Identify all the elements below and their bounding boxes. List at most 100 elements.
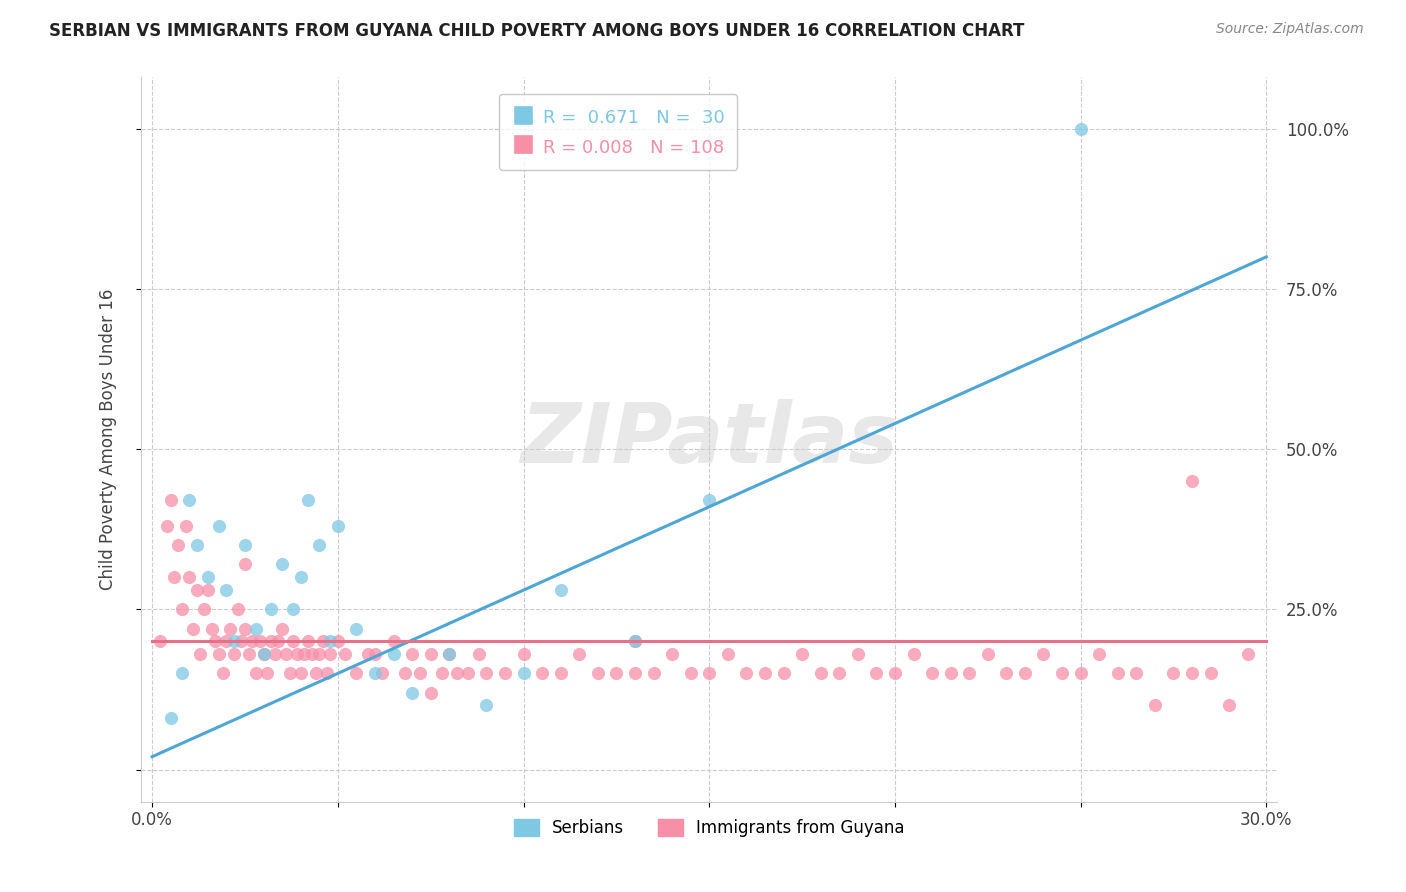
Point: [167, 538, 190, 552]
Point: [181, 622, 204, 636]
Point: [304, 666, 326, 681]
Point: [475, 666, 498, 681]
Point: [1181, 666, 1204, 681]
Point: [256, 666, 278, 681]
Point: [1143, 698, 1166, 713]
Point: [1199, 666, 1222, 681]
Point: [233, 558, 256, 572]
Point: [197, 570, 219, 584]
Point: [364, 666, 387, 681]
Point: [233, 622, 256, 636]
Point: [283, 602, 305, 616]
Point: [364, 647, 387, 661]
Point: [231, 634, 253, 648]
Point: [274, 647, 297, 661]
Point: [260, 634, 283, 648]
Text: ZIPatlas: ZIPatlas: [520, 399, 898, 480]
Point: [419, 647, 441, 661]
Point: [242, 634, 264, 648]
Point: [957, 666, 980, 681]
Point: [170, 666, 193, 681]
Point: [312, 634, 335, 648]
Point: [252, 647, 274, 661]
Point: [193, 602, 215, 616]
Point: [586, 666, 609, 681]
Point: [977, 647, 1000, 661]
Point: [319, 634, 342, 648]
Point: [260, 602, 283, 616]
Point: [624, 634, 647, 648]
Point: [1070, 666, 1092, 681]
Point: [865, 666, 887, 681]
Point: [810, 666, 832, 681]
Point: [1236, 647, 1258, 661]
Point: [285, 647, 308, 661]
Point: [233, 538, 256, 552]
Text: SERBIAN VS IMMIGRANTS FROM GUYANA CHILD POVERTY AMONG BOYS UNDER 16 CORRELATION : SERBIAN VS IMMIGRANTS FROM GUYANA CHILD …: [49, 22, 1025, 40]
Point: [1050, 666, 1073, 681]
Point: [226, 602, 249, 616]
Point: [292, 647, 315, 661]
Point: [271, 622, 294, 636]
Point: [174, 519, 197, 533]
Point: [308, 647, 330, 661]
Point: [419, 685, 441, 699]
Point: [290, 570, 312, 584]
Point: [939, 666, 962, 681]
Point: [439, 647, 461, 661]
Point: [468, 647, 491, 661]
Point: [344, 622, 367, 636]
Point: [148, 634, 170, 648]
Point: [267, 634, 290, 648]
Point: [1163, 666, 1185, 681]
Point: [159, 493, 181, 508]
Point: [245, 666, 267, 681]
Point: [186, 583, 208, 598]
Point: [170, 602, 193, 616]
Point: [1181, 474, 1204, 488]
Point: [408, 666, 430, 681]
Point: [245, 622, 267, 636]
Point: [186, 538, 208, 552]
Legend: Serbians, Immigrants from Guyana: Serbians, Immigrants from Guyana: [508, 813, 911, 844]
Point: [772, 666, 794, 681]
Point: [643, 666, 665, 681]
Point: [382, 634, 405, 648]
Point: [512, 647, 534, 661]
Point: [326, 519, 349, 533]
Point: [717, 647, 740, 661]
Point: [179, 570, 201, 584]
Point: [624, 666, 647, 681]
Point: [494, 666, 516, 681]
Point: [219, 622, 242, 636]
Point: [401, 647, 423, 661]
Point: [1218, 698, 1240, 713]
Point: [283, 634, 305, 648]
Point: [679, 666, 702, 681]
Point: [735, 666, 758, 681]
Point: [301, 647, 323, 661]
Point: [263, 647, 285, 661]
Point: [1088, 647, 1111, 661]
Point: [382, 647, 405, 661]
Point: [1032, 647, 1054, 661]
Y-axis label: Child Poverty Among Boys Under 16: Child Poverty Among Boys Under 16: [100, 289, 117, 591]
Point: [335, 647, 357, 661]
Point: [271, 558, 294, 572]
Point: [371, 666, 394, 681]
Point: [661, 647, 683, 661]
Point: [457, 666, 479, 681]
Point: [550, 583, 572, 598]
Point: [512, 666, 534, 681]
Point: [394, 666, 416, 681]
Point: [1070, 121, 1092, 136]
Point: [446, 666, 468, 681]
Point: [568, 647, 591, 661]
Point: [344, 666, 367, 681]
Point: [222, 647, 245, 661]
Point: [1107, 666, 1129, 681]
Point: [297, 493, 319, 508]
Point: [315, 666, 337, 681]
Point: [156, 519, 179, 533]
Point: [252, 647, 274, 661]
